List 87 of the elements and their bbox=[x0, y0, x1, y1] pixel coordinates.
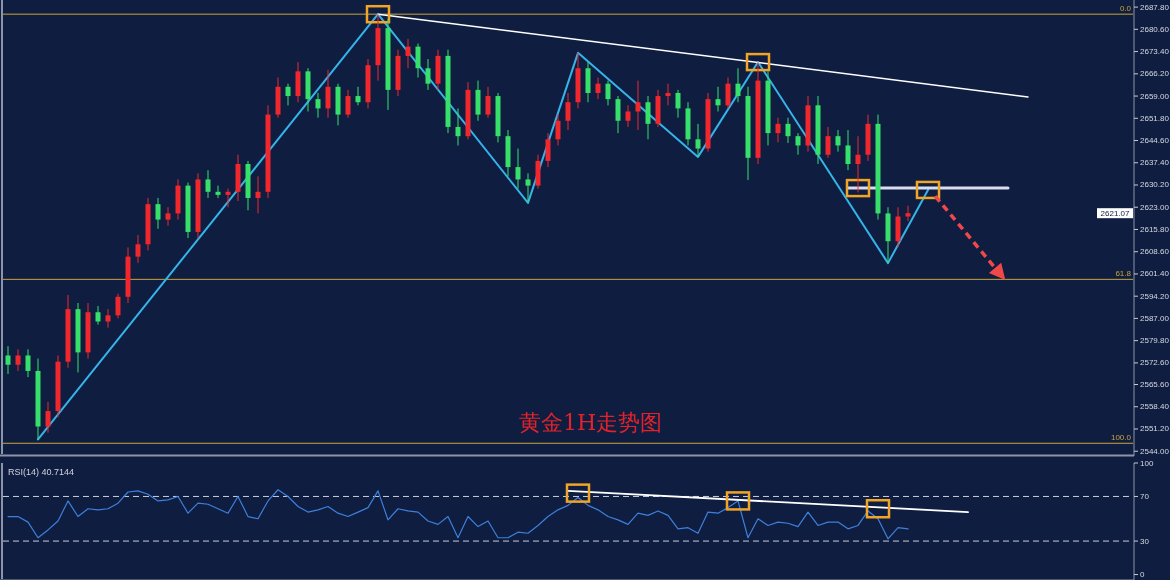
point bbox=[845, 178, 871, 198]
ref-line-label: 0.0 bbox=[1119, 4, 1132, 14]
candlestick bbox=[255, 175, 261, 214]
y-tick-label: 2659.00 bbox=[1140, 91, 1170, 101]
point bbox=[865, 498, 891, 519]
candlestick bbox=[645, 95, 651, 140]
candlestick bbox=[45, 401, 51, 434]
ref-line-label: 61.8 bbox=[1115, 269, 1132, 279]
candlestick bbox=[845, 129, 851, 171]
candlestick bbox=[775, 117, 781, 143]
y-tick-label: 2623.00 bbox=[1140, 202, 1170, 212]
candlestick bbox=[835, 129, 841, 153]
y-tick-label: 2558.40 bbox=[1140, 402, 1170, 412]
candlestick bbox=[405, 38, 411, 69]
candlestick bbox=[25, 348, 31, 378]
candlestick bbox=[855, 135, 861, 193]
y-tick-label: 70 bbox=[1140, 491, 1150, 501]
candlestick bbox=[785, 117, 791, 144]
candlestick bbox=[215, 185, 221, 199]
y-tick-label: 2687.80 bbox=[1140, 2, 1170, 12]
candlestick bbox=[225, 188, 231, 208]
candlestick bbox=[625, 104, 631, 128]
y-tick-label: 2637.40 bbox=[1140, 158, 1170, 168]
candlestick bbox=[735, 67, 741, 103]
candlestick bbox=[345, 89, 351, 119]
y-tick-label: 100 bbox=[1140, 458, 1154, 468]
candlestick bbox=[485, 86, 491, 119]
candlestick bbox=[675, 89, 681, 119]
candlestick bbox=[165, 206, 171, 227]
point bbox=[915, 180, 941, 200]
text: 黄金1H走势图 bbox=[519, 409, 663, 435]
candlestick bbox=[285, 83, 291, 106]
candlestick bbox=[205, 169, 211, 199]
y-tick-label: 2644.60 bbox=[1140, 136, 1170, 146]
y-tick-label: 2594.20 bbox=[1140, 291, 1170, 301]
y-tick-label: 2601.40 bbox=[1140, 269, 1170, 279]
y-tick-label: 2673.40 bbox=[1140, 47, 1170, 57]
annotation: 2621.07 bbox=[1100, 208, 1131, 218]
candlestick bbox=[595, 77, 601, 100]
candlestick bbox=[825, 126, 831, 159]
candlestick bbox=[565, 92, 571, 131]
y-tick-label: 30 bbox=[1140, 536, 1150, 546]
candlestick bbox=[605, 80, 611, 106]
point bbox=[745, 52, 771, 72]
candlestick bbox=[635, 80, 641, 131]
candlestick bbox=[715, 86, 721, 112]
candlestick bbox=[315, 92, 321, 119]
candlestick bbox=[325, 69, 331, 119]
candlestick bbox=[795, 132, 801, 156]
candlestick bbox=[725, 77, 731, 109]
ref-line-label: 100.0 bbox=[1110, 433, 1132, 443]
point bbox=[725, 491, 751, 511]
y-tick-label: 2544.00 bbox=[1140, 446, 1170, 456]
text: RSI(14) 40.7144 bbox=[8, 467, 75, 477]
candlestick bbox=[455, 107, 461, 146]
candlestick bbox=[15, 348, 21, 372]
candlestick bbox=[135, 234, 141, 264]
candlestick bbox=[105, 308, 111, 329]
y-tick-label: 0 bbox=[1140, 570, 1145, 580]
y-tick-label: 2615.80 bbox=[1140, 224, 1170, 234]
candlestick bbox=[355, 86, 361, 106]
y-tick-label: 2565.60 bbox=[1140, 380, 1170, 390]
y-tick-label: 2651.80 bbox=[1140, 113, 1170, 123]
line-series bbox=[7, 489, 909, 540]
candlestick bbox=[695, 123, 701, 158]
candlestick bbox=[5, 345, 11, 375]
candlestick bbox=[665, 83, 671, 106]
y-tick-label: 2572.60 bbox=[1140, 358, 1170, 368]
y-tick-label: 2680.60 bbox=[1140, 24, 1170, 34]
point bbox=[365, 4, 391, 24]
candlestick bbox=[555, 114, 561, 146]
candlestick bbox=[615, 95, 621, 134]
candlestick bbox=[415, 43, 421, 79]
candlestick bbox=[155, 197, 161, 230]
y-tick-label: 2579.80 bbox=[1140, 336, 1170, 346]
candlestick bbox=[525, 172, 531, 204]
y-tick-label: 2608.60 bbox=[1140, 247, 1170, 257]
candlestick bbox=[115, 293, 121, 319]
candlestick bbox=[545, 132, 551, 168]
candlestick bbox=[515, 148, 521, 190]
candlestick bbox=[425, 58, 431, 91]
candlestick bbox=[95, 305, 101, 326]
y-tick-label: 2666.20 bbox=[1140, 69, 1170, 79]
y-tick-label: 2630.20 bbox=[1140, 180, 1170, 190]
y-tick-label: 2551.20 bbox=[1140, 424, 1170, 434]
y-tick-label: 2587.00 bbox=[1140, 313, 1170, 323]
point bbox=[565, 483, 591, 503]
